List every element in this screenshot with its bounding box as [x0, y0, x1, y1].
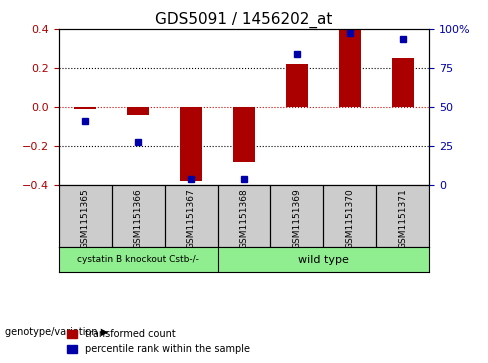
Bar — [339, 29, 361, 107]
Legend: transformed count, percentile rank within the sample: transformed count, percentile rank withi… — [63, 326, 254, 358]
Title: GDS5091 / 1456202_at: GDS5091 / 1456202_at — [155, 12, 333, 28]
Bar — [392, 58, 413, 107]
Text: GSM1151367: GSM1151367 — [186, 188, 196, 249]
Bar — [75, 107, 96, 109]
Bar — [181, 107, 202, 181]
Text: GSM1151365: GSM1151365 — [81, 188, 90, 249]
Text: genotype/variation ▶: genotype/variation ▶ — [5, 327, 108, 337]
Text: GSM1151371: GSM1151371 — [398, 188, 407, 249]
Text: GSM1151369: GSM1151369 — [292, 188, 302, 249]
Bar — [286, 64, 307, 107]
Text: cystatin B knockout Cstb-/-: cystatin B knockout Cstb-/- — [77, 255, 199, 264]
Text: GSM1151370: GSM1151370 — [346, 188, 354, 249]
Bar — [127, 107, 149, 115]
Bar — [233, 107, 255, 162]
Text: GSM1151366: GSM1151366 — [134, 188, 142, 249]
Text: GSM1151368: GSM1151368 — [240, 188, 248, 249]
Text: wild type: wild type — [298, 255, 349, 265]
